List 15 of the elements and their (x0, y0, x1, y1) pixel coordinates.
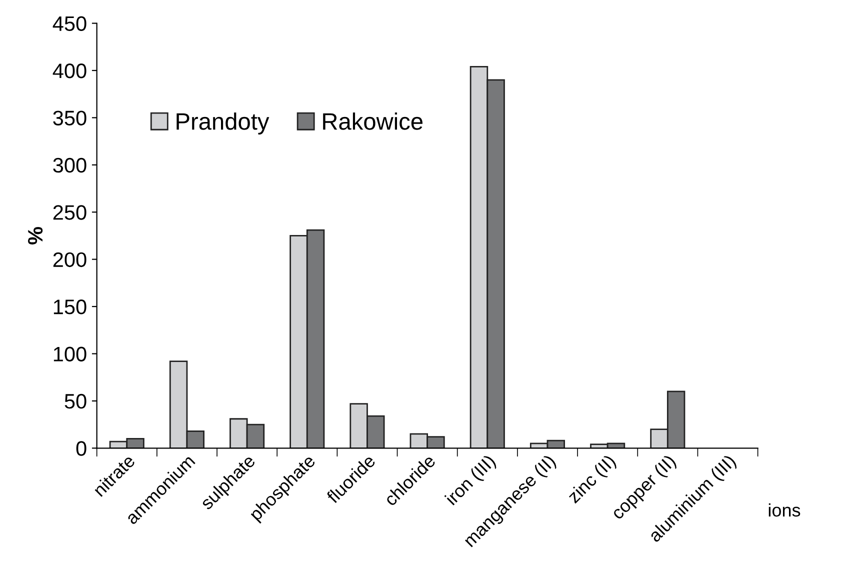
y-axis-title: % (28, 226, 43, 244)
legend-label: Prandoty (176, 112, 270, 135)
y-tick-label: 50 (64, 394, 86, 409)
x-tick-label: zinc (II) (566, 454, 619, 506)
y-tick-label: 300 (53, 158, 86, 173)
y-tick-label: 200 (53, 252, 86, 268)
y-tick-label: 150 (54, 300, 86, 314)
y-tick-label: 400 (52, 63, 86, 78)
legend-label: Rakowice (323, 112, 422, 130)
y-tick-label: 0 (76, 441, 86, 456)
y-tick-label: 250 (53, 205, 86, 220)
y-tick-label: 450 (52, 16, 86, 32)
y-tick-label: 350 (53, 110, 86, 126)
x-axis-title: ions (768, 503, 800, 517)
y-tick-label: 100 (54, 346, 86, 362)
